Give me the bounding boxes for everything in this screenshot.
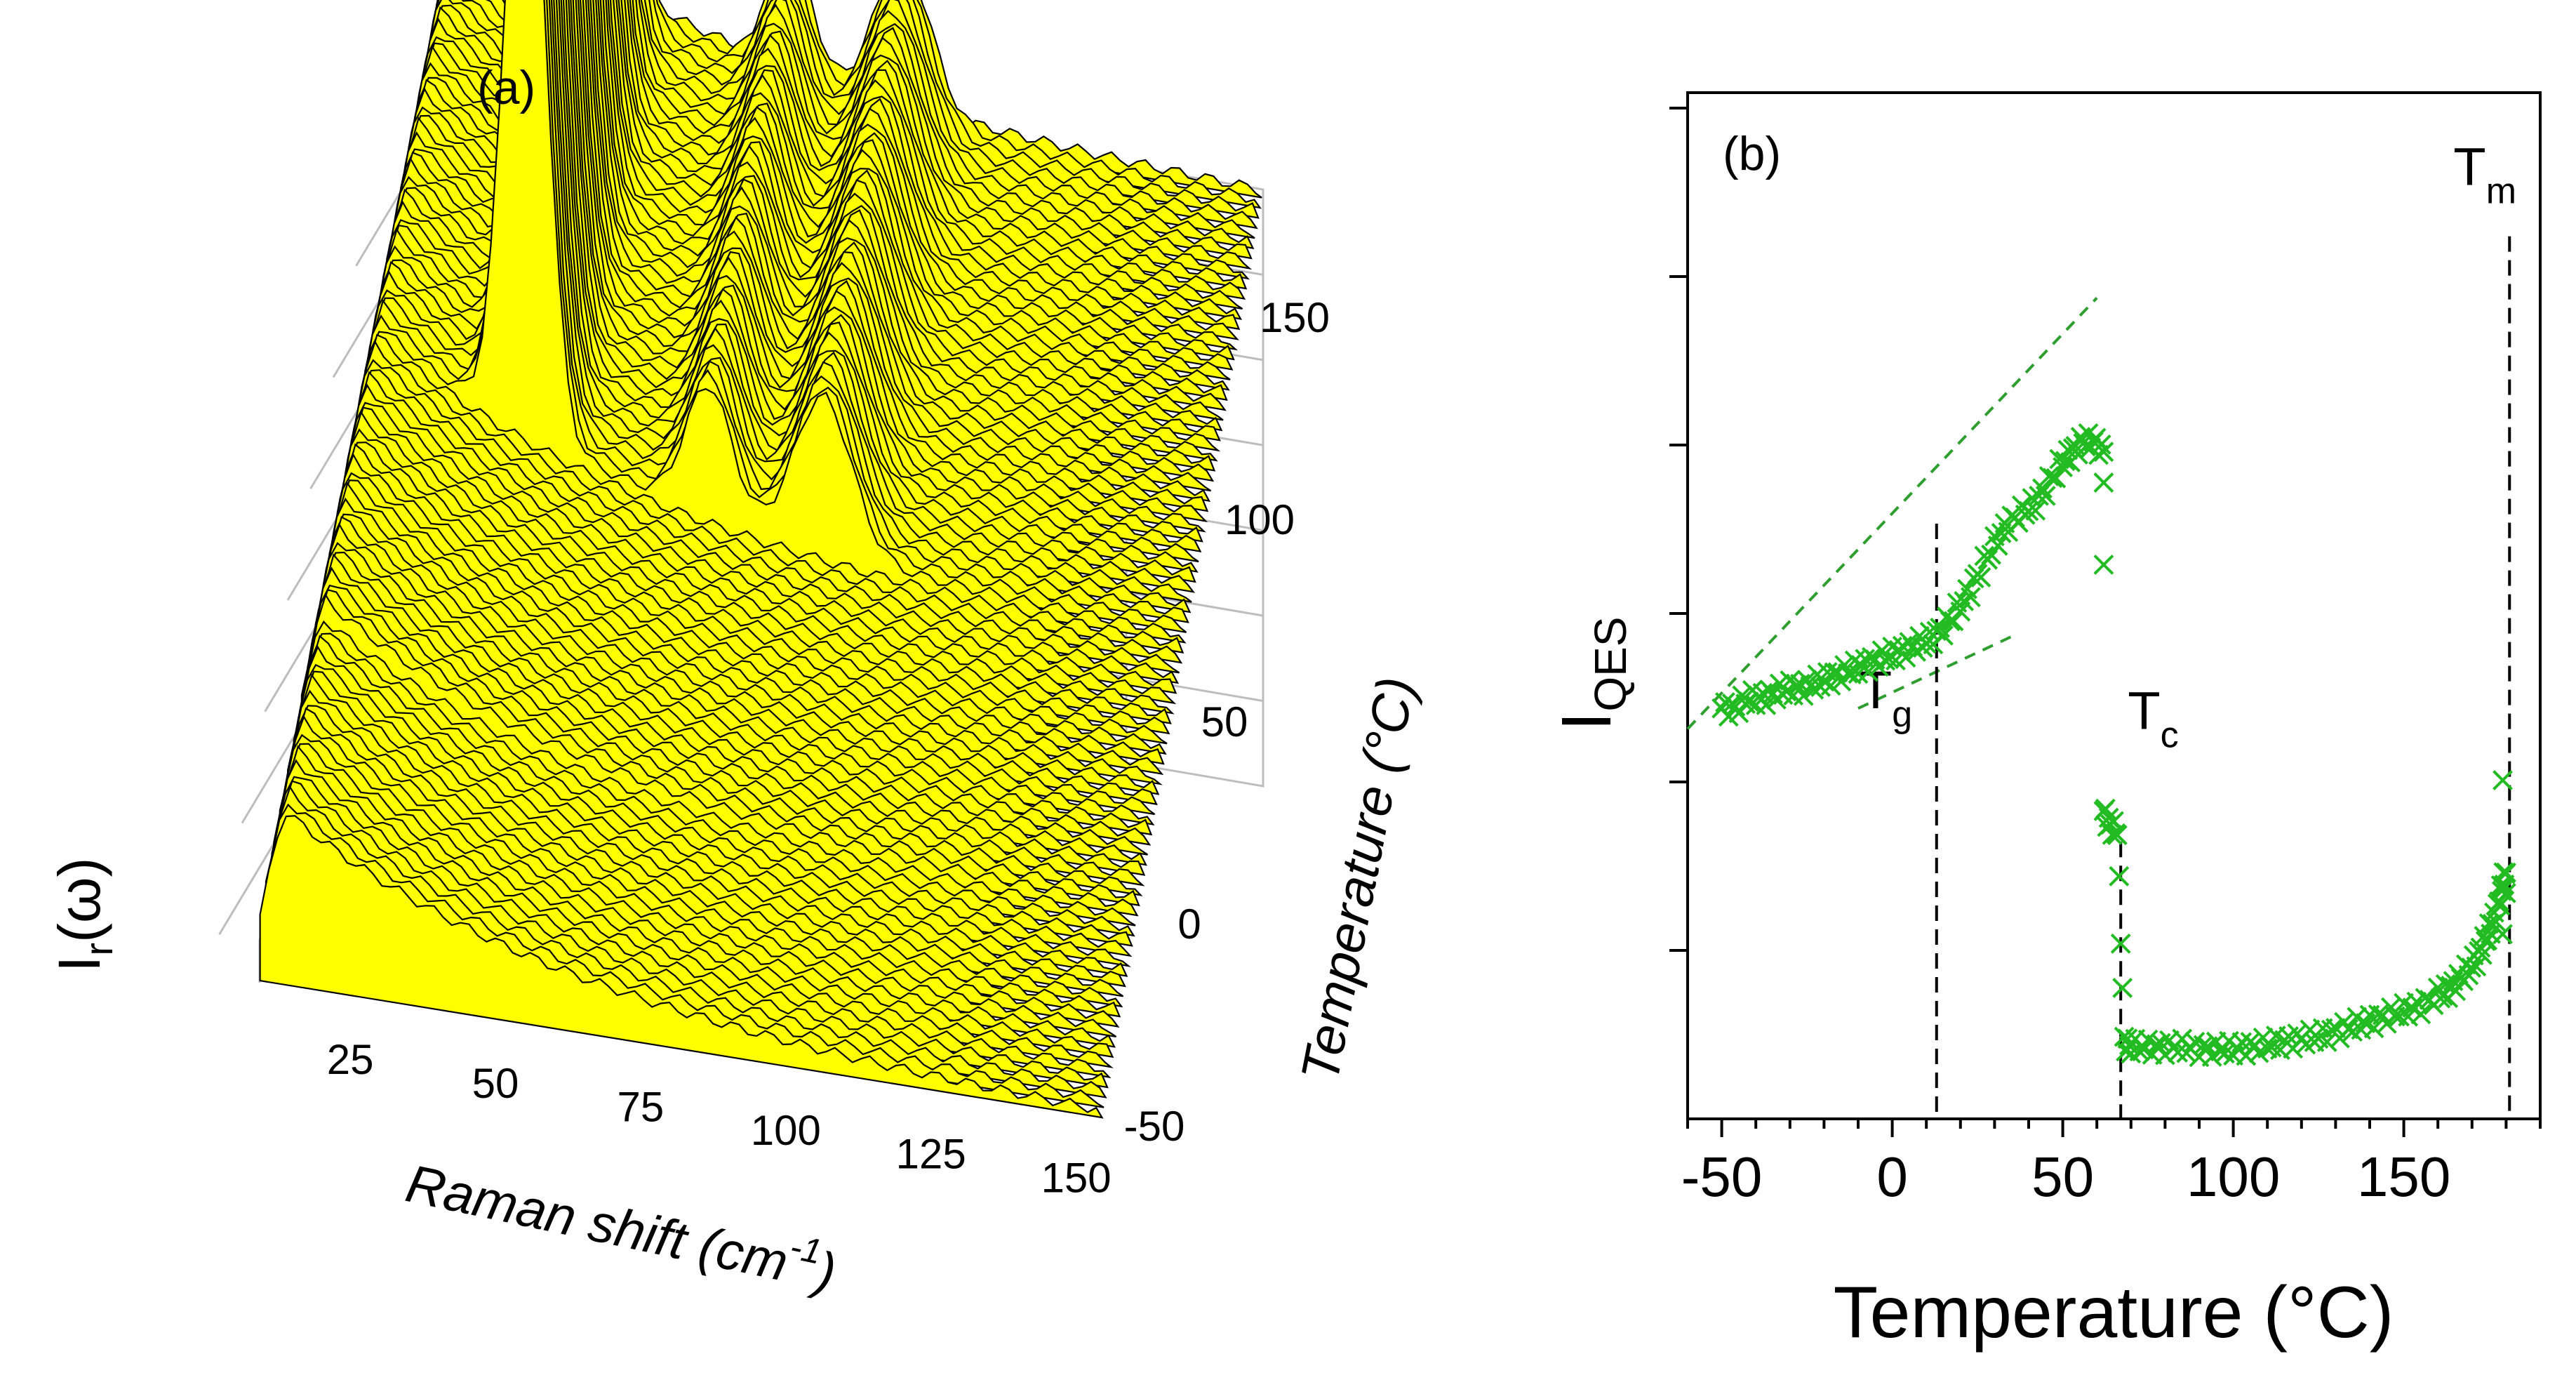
x-tick-label: 75 <box>618 1083 665 1130</box>
x-tick-label: 0 <box>1876 1146 1908 1208</box>
panel-b-label: (b) <box>1723 127 1781 180</box>
data-point-amorphous <box>1793 685 1814 706</box>
data-point-crystalline <box>2110 933 2131 954</box>
data-point-amorphous <box>1970 566 1991 588</box>
panel-a-z-axis-title-main: I <box>46 956 112 972</box>
panel-a-x-axis-title-main: Raman shift (cm <box>401 1153 793 1292</box>
panel-a-z-axis-title-rest: (ω) <box>46 857 112 943</box>
transition-label-m: Tm <box>2453 138 2516 212</box>
panel-b-y-axis-title-sub: QES <box>1585 617 1636 712</box>
data-point-amorphous <box>1895 647 1916 668</box>
svg-text:IQES: IQES <box>1547 617 1636 731</box>
data-point-crystalline <box>2231 1032 2253 1053</box>
panel-b-data-points <box>1711 423 2516 1068</box>
x-tick-label: 100 <box>751 1107 821 1154</box>
panel-b-plot-frame <box>1686 91 2542 1120</box>
y-tick-label: 0 <box>1177 901 1201 948</box>
panel-a-y-ticks: -50 0 50 100 150 <box>1124 294 1330 1150</box>
data-point-crystalline <box>2168 1042 2189 1063</box>
data-point-crystalline <box>2146 1034 2167 1055</box>
svg-text:Ir(ω): Ir(ω) <box>46 857 121 972</box>
transition-label-c: Tc <box>2128 681 2178 755</box>
data-point-tm_outliers <box>2492 770 2513 790</box>
data-point-outliers <box>2093 555 2114 575</box>
panel-a-z-axis-title: Ir(ω) <box>46 857 121 972</box>
data-point-crystalline <box>2316 1031 2337 1052</box>
data-point-crystalline <box>2495 862 2516 883</box>
data-point-crystalline <box>2129 1041 2150 1062</box>
data-point-amorphous <box>1943 611 1964 632</box>
x-tick-label: 150 <box>1041 1154 1112 1201</box>
data-point-tm_outliers <box>2492 924 2513 945</box>
data-point-crystalline <box>2477 930 2498 950</box>
panel-a-surface <box>259 0 1262 1119</box>
y-tick-label: 50 <box>1201 698 1248 745</box>
panel-b-x-axis-title: Temperature (°C) <box>1834 1272 2394 1353</box>
fit-line <box>1686 297 2098 730</box>
x-tick-label: 100 <box>2187 1146 2280 1208</box>
data-point-crystalline <box>2109 865 2130 887</box>
x-tick-label: 150 <box>2357 1146 2450 1208</box>
svg-text:Raman shift (cm-1): Raman shift (cm-1) <box>401 1146 842 1303</box>
data-point-crystalline <box>2112 978 2133 998</box>
data-point-amorphous <box>2046 467 2067 489</box>
x-tick-label: -50 <box>1681 1146 1763 1208</box>
y-tick-label: 100 <box>1224 496 1295 543</box>
data-point-amorphous <box>1933 625 1954 646</box>
panel-a-y-axis-title: Temperature (°C) <box>1290 672 1427 1087</box>
data-point-crystalline <box>2389 1006 2410 1027</box>
panel-a-z-axis-title-sub: r <box>76 943 121 956</box>
x-tick-label: 50 <box>2031 1146 2094 1208</box>
data-point-crystalline <box>2433 985 2453 1007</box>
panel-b-y-axis-title-main: I <box>1547 712 1626 731</box>
data-point-crystalline <box>2485 911 2507 932</box>
surface-ribbon <box>259 815 1104 1119</box>
data-point-amorphous <box>1960 587 1981 608</box>
panel-b-fit-lines <box>1686 297 2098 730</box>
panel-a-x-ticks: 25 50 75 100 125 150 <box>327 1036 1112 1201</box>
panel-a-label: (a) <box>477 61 535 114</box>
data-point-amorphous <box>1919 621 1940 642</box>
data-point-amorphous <box>1987 536 2008 556</box>
panel-b-ticks <box>1669 107 2542 1137</box>
panel-a-surface-plot: 25 50 75 100 125 150 -50 0 50 100 150 (a) Raman s… <box>46 0 1427 1303</box>
y-tick-label: -50 <box>1124 1103 1185 1150</box>
data-point-amorphous <box>2093 442 2114 463</box>
data-point-crystalline <box>2236 1045 2257 1066</box>
data-point-amorphous <box>1820 675 1841 696</box>
data-point-crystalline <box>2193 1035 2214 1056</box>
x-tick-label: 125 <box>896 1131 966 1178</box>
data-point-crystalline <box>2445 981 2467 1002</box>
x-tick-label: 50 <box>472 1060 519 1107</box>
panel-a-x-axis-title: Raman shift (cm-1) <box>401 1146 842 1303</box>
data-point-crystalline <box>2107 825 2128 846</box>
data-point-outliers <box>2093 472 2114 493</box>
panel-b-x-tick-labels: -50 0 50 100 150 <box>1681 1146 2451 1208</box>
panel-b-y-axis-title: IQES <box>1547 617 1636 731</box>
data-point-amorphous <box>1796 670 1817 691</box>
data-point-amorphous <box>1981 544 2001 565</box>
data-point-crystalline <box>2491 880 2512 901</box>
data-point-crystalline <box>2410 1004 2431 1025</box>
y-tick-label: 150 <box>1260 294 1330 341</box>
x-tick-label: 25 <box>327 1036 374 1083</box>
data-point-amorphous <box>2090 434 2111 455</box>
data-point-amorphous <box>2018 500 2039 522</box>
data-point-tm_outliers <box>2495 882 2516 903</box>
data-point-crystalline <box>2363 1018 2384 1039</box>
data-point-amorphous <box>1916 633 1937 654</box>
data-point-amorphous <box>1756 695 1777 715</box>
data-point-amorphous <box>2035 486 2056 506</box>
side-wall-grid <box>218 828 283 936</box>
fit-line <box>1857 635 2013 710</box>
